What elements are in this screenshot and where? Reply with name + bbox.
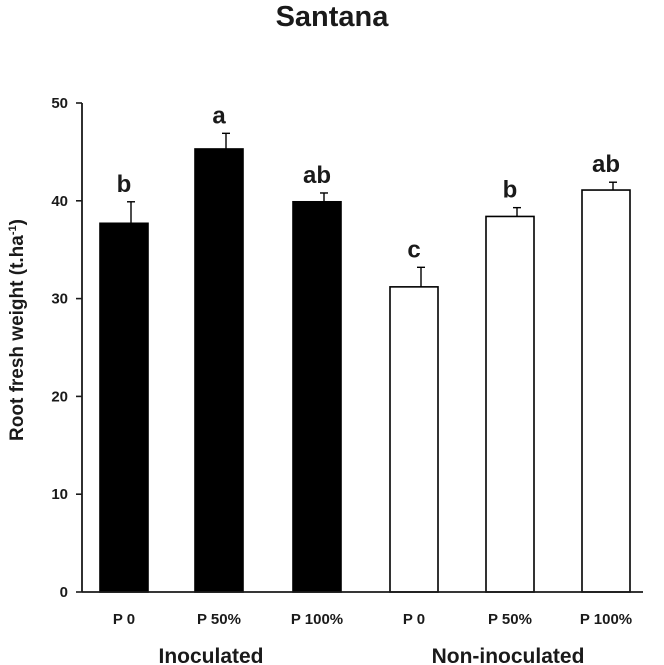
bar [485, 215, 535, 593]
x-category-labels: P 0 P 50% P 100% P 0 P 50% P 100% [113, 611, 632, 628]
error-bars-layer [127, 132, 617, 287]
significance-letters-layer: b a ab c b ab [117, 102, 620, 263]
x-tick-label: P 0 [113, 611, 135, 628]
significance-letter: ab [592, 151, 620, 178]
axes-layer: 0 10 20 30 40 50 [51, 95, 643, 601]
x-group-label: Inoculated [158, 645, 263, 665]
significance-letter: b [503, 177, 518, 204]
x-tick-label: P 100% [580, 611, 632, 628]
bar [194, 148, 244, 593]
significance-letter: b [117, 171, 132, 198]
significance-letter: ab [303, 162, 331, 189]
significance-letter: a [212, 102, 226, 129]
bar [581, 189, 631, 593]
x-tick-label: P 50% [197, 611, 241, 628]
chart-title: Santana [276, 1, 390, 33]
x-group-label: Non-inoculated [432, 645, 585, 665]
y-tick-label: 20 [51, 388, 68, 405]
y-tick-label: 0 [60, 584, 68, 601]
y-tick-label: 30 [51, 291, 68, 308]
x-tick-label: P 0 [403, 611, 425, 628]
x-tick-label: P 50% [488, 611, 532, 628]
significance-letter: c [407, 236, 420, 263]
y-tick-label: 10 [51, 486, 68, 503]
bars-layer [99, 148, 631, 593]
y-tick-label: 40 [51, 193, 68, 210]
bar [389, 286, 439, 593]
y-tick-label: 50 [51, 95, 68, 112]
y-axis-label: Root fresh weight (t.ha-1) [7, 219, 28, 441]
x-tick-label: P 100% [291, 611, 343, 628]
bar [99, 222, 149, 593]
bar [292, 200, 342, 593]
x-group-labels: Inoculated Non-inoculated [158, 645, 584, 665]
